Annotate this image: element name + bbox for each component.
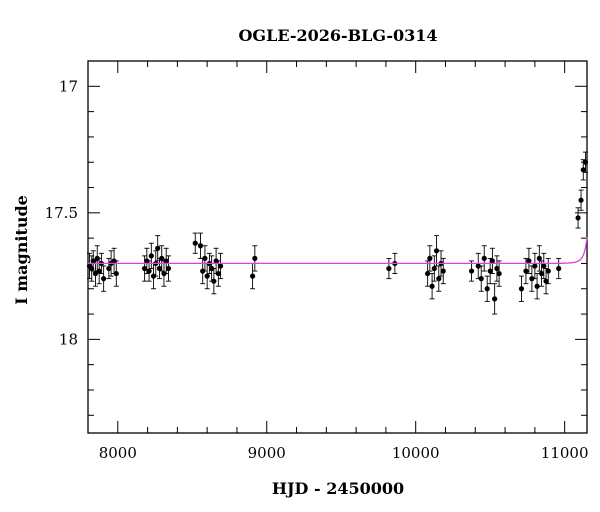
data-point <box>543 278 549 284</box>
data-point <box>146 268 152 274</box>
data-point <box>431 265 437 272</box>
data-point <box>425 270 431 277</box>
data-point <box>489 258 496 264</box>
data-point <box>529 276 535 282</box>
data-point <box>197 243 204 249</box>
data-point <box>492 296 498 302</box>
y-tick-label: 18 <box>59 330 78 348</box>
data-point <box>518 286 525 292</box>
data-point <box>538 270 545 277</box>
data-point <box>478 276 484 282</box>
data-point <box>433 248 440 254</box>
data-point <box>252 255 258 261</box>
data-point <box>427 255 433 261</box>
data-point <box>215 270 221 277</box>
data-point <box>536 255 542 261</box>
data-point <box>523 268 529 274</box>
data-point <box>156 265 163 272</box>
x-tick-label: 11000 <box>541 444 589 462</box>
data-point <box>556 265 562 272</box>
data-point <box>192 240 198 246</box>
axis-ticks <box>87 60 587 433</box>
data-point <box>545 268 551 274</box>
data-point <box>494 265 500 272</box>
data-point <box>386 265 392 272</box>
data-point <box>113 270 119 277</box>
axis-tick-labels: 8000 9000 10000 11000 17 17.5 18 <box>45 77 589 462</box>
data-point <box>249 273 256 279</box>
data-point <box>468 268 475 274</box>
data-point <box>111 258 117 264</box>
data-point <box>532 263 538 269</box>
plot-area: 8000 9000 10000 11000 17 17.5 18 <box>45 60 589 462</box>
data-point <box>209 265 215 272</box>
data-point <box>217 263 224 269</box>
data-point <box>211 278 217 284</box>
data-point <box>541 263 547 269</box>
data-point <box>436 276 442 282</box>
data-point <box>161 270 167 277</box>
data-point <box>89 265 95 272</box>
y-tick-label: 17.5 <box>45 204 78 222</box>
data-point <box>582 159 589 165</box>
error-bars <box>86 151 589 315</box>
data-point <box>484 286 490 292</box>
data-point <box>429 283 435 289</box>
data-point <box>200 268 206 274</box>
data-point <box>481 255 487 261</box>
data-point <box>142 265 148 272</box>
data-point <box>90 258 96 264</box>
data-point <box>155 245 161 251</box>
data-point <box>580 167 586 173</box>
data-point <box>526 258 532 264</box>
model-curve <box>88 237 588 265</box>
data-point <box>440 268 446 274</box>
data-point <box>159 255 165 261</box>
data-point <box>578 197 584 203</box>
data-point <box>202 255 208 261</box>
data-point <box>487 268 493 274</box>
data-point <box>534 283 540 289</box>
data-point <box>163 258 169 264</box>
data-point <box>96 268 102 274</box>
data-point <box>150 273 157 279</box>
data-point <box>496 270 502 277</box>
y-tick-label: 17 <box>59 77 78 95</box>
data-points <box>86 159 589 302</box>
data-point <box>101 276 107 282</box>
x-axis-label: HJD - 2450000 <box>272 479 404 498</box>
data-point <box>575 215 581 221</box>
x-tick-label: 10000 <box>392 444 440 462</box>
x-tick-label: 9000 <box>248 444 286 462</box>
data-point <box>92 270 99 277</box>
data-point <box>148 253 154 259</box>
y-axis-label: I magnitude <box>12 195 31 305</box>
chart-title: OGLE-2026-BLG-0314 <box>238 26 437 45</box>
data-point <box>475 263 481 269</box>
data-point <box>213 258 219 264</box>
data-point <box>94 255 100 261</box>
x-tick-label: 8000 <box>99 444 137 462</box>
data-point <box>106 265 112 272</box>
plot-frame <box>87 60 588 434</box>
data-point <box>204 273 210 279</box>
data-point <box>165 265 172 272</box>
data-point <box>144 258 150 264</box>
